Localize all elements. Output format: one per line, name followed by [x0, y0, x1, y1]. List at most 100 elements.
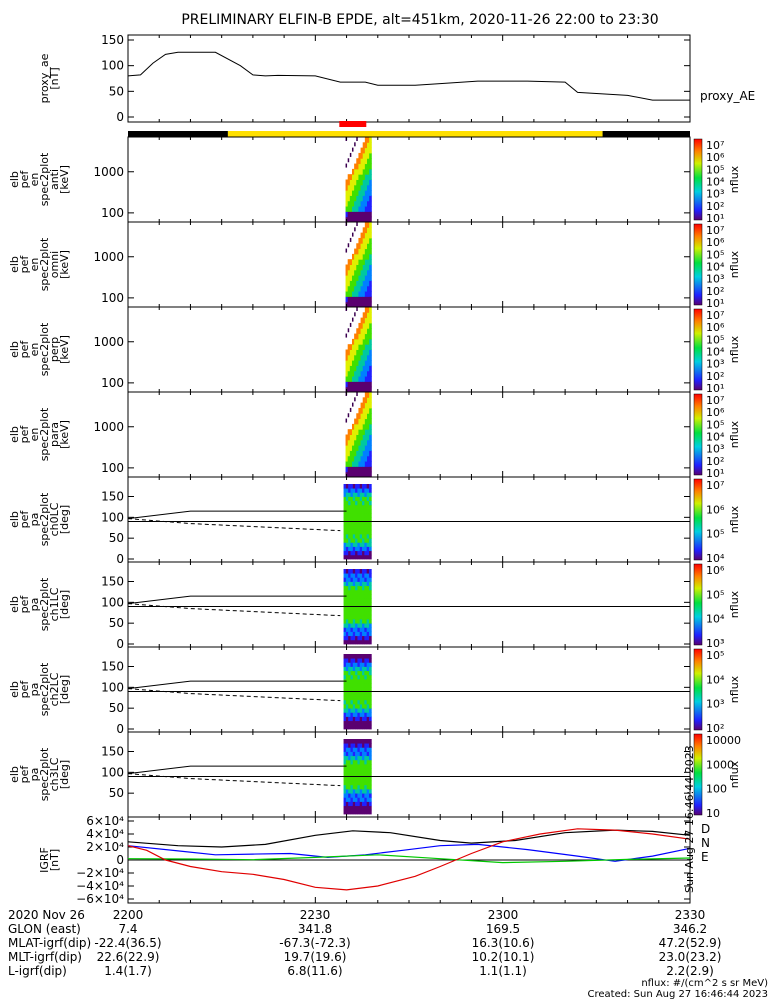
- spectrogram-cell: [355, 577, 358, 582]
- spectrogram-cell: [369, 349, 372, 356]
- spectrogram-cell: [348, 550, 351, 556]
- spectrogram-cell: [348, 635, 351, 641]
- spectrogram-cell: [362, 679, 365, 684]
- spectrogram-cell: [359, 691, 363, 697]
- spectrogram-cell: [362, 158, 366, 165]
- spectrogram-cell: [362, 317, 366, 324]
- igrf-series-line: [127, 854, 691, 864]
- spectrogram-cell: [364, 724, 368, 730]
- spectrogram-cell: [369, 211, 372, 218]
- spectrogram-cell: [369, 392, 372, 398]
- spectrogram-cell: [366, 521, 370, 527]
- spectrogram-cell: [369, 184, 372, 191]
- spectrogram-cell: [364, 759, 368, 765]
- spectrogram-cell: [348, 538, 351, 543]
- spectrogram-cell: [360, 147, 364, 154]
- spectrogram-cell: [345, 291, 349, 297]
- col2-l: 1.1(1.1): [479, 964, 527, 978]
- spectrogram-cell: [351, 269, 355, 276]
- spectrogram-cell: [352, 797, 356, 802]
- spectrogram-cell: [355, 801, 358, 807]
- spectrogram-cell: [343, 513, 347, 518]
- spectrogram-cell: [351, 370, 355, 377]
- pitch-angle-colorbar-bar: [693, 733, 703, 816]
- energy-colorbar-tick: 10¹: [706, 382, 724, 395]
- spectrogram-cell: [366, 569, 370, 574]
- spectrogram-cell: [350, 484, 354, 489]
- y-axis-label-line: pa: [28, 768, 41, 782]
- spectrogram-cell: [355, 662, 358, 667]
- spectrogram-cell: [366, 594, 370, 599]
- spectrogram-cell: [366, 529, 370, 535]
- spectrogram-cell: [364, 381, 368, 388]
- spectrogram-cell: [369, 301, 372, 308]
- spectrogram-cell: [364, 772, 368, 777]
- spectrogram-cell: [359, 610, 363, 616]
- spectrogram-cell: [355, 521, 358, 527]
- spectrogram-cell: [350, 793, 354, 798]
- spectrogram-cell: [358, 253, 362, 260]
- spectrogram-cell: [369, 418, 372, 425]
- spectrogram-cell: [364, 190, 368, 196]
- spectrogram-cell: [357, 662, 361, 667]
- spectrogram-cell: [349, 445, 353, 451]
- spectrogram-cell: [357, 720, 361, 726]
- spectrogram-cell: [357, 581, 361, 587]
- pitch-angle-colorbar-tick: 10000: [706, 734, 741, 747]
- spectrogram-cell: [351, 349, 355, 356]
- spectrogram-cell: [362, 152, 366, 159]
- spectrogram-cell: [362, 243, 366, 250]
- spectrogram-cell: [360, 455, 364, 462]
- spectrogram-cell: [364, 461, 368, 467]
- spectrogram-cell: [359, 789, 363, 794]
- spectrogram-cell: [351, 179, 355, 186]
- spectrogram-cell: [358, 216, 362, 223]
- spectrogram-cell: [369, 275, 372, 281]
- spectrogram-cell: [350, 496, 354, 502]
- col2-glon: 169.5: [486, 922, 520, 936]
- spectrogram-cell: [355, 683, 358, 688]
- spectrogram-cell: [364, 720, 368, 726]
- spectrogram-cell: [350, 550, 354, 556]
- spectrogram-cell: [348, 797, 351, 802]
- spectrogram-cell: [364, 349, 368, 356]
- spectrogram-cell: [364, 670, 368, 676]
- spectrogram-cell: [362, 809, 365, 815]
- y-axis-label-line: para: [48, 422, 61, 447]
- spectrogram-cell: [355, 666, 358, 672]
- spectrogram-cell: [348, 755, 351, 761]
- spectrogram-cell: [368, 739, 372, 744]
- spectrogram-cell: [357, 805, 361, 811]
- pitch-angle-colorbar-tick: 10⁵: [706, 528, 724, 541]
- spectrogram-cell: [348, 772, 351, 777]
- energy-colorbar-label: nflux: [728, 420, 741, 448]
- spectrogram-speckle: [351, 402, 354, 407]
- spectrogram-cell: [360, 259, 364, 265]
- spectrogram-cell: [364, 793, 368, 798]
- spectrogram-cell: [367, 413, 370, 420]
- spectrogram-cell: [351, 450, 355, 457]
- spectrogram-cell: [367, 349, 370, 356]
- y-axis-label-line: elb: [8, 341, 21, 358]
- spectrogram-cell: [358, 338, 362, 345]
- spectrogram-cell: [368, 513, 372, 518]
- spectrogram-cell: [367, 365, 370, 372]
- spectrogram-cell: [345, 542, 349, 547]
- spectrogram-cell: [354, 200, 357, 207]
- spectrogram-cell: [357, 635, 361, 641]
- spectrogram-cell: [362, 328, 366, 335]
- spectrogram-cell: [343, 627, 347, 632]
- spectrogram-cell: [347, 376, 351, 382]
- spectrogram-cell: [364, 328, 368, 335]
- spectrogram-cell: [364, 168, 368, 175]
- spectrogram-cell: [368, 699, 372, 705]
- spectrogram-cell: [350, 589, 354, 595]
- spectrogram-cell: [362, 546, 365, 552]
- spectrogram-cell: [348, 496, 351, 502]
- spectrogram-cell: [364, 174, 368, 180]
- spectrogram-cell: [348, 492, 351, 497]
- y-axis-label-line: elb: [8, 596, 21, 613]
- col3-mlat: 47.2(52.9): [659, 936, 722, 950]
- spectrogram-cell: [354, 370, 357, 377]
- spectrogram-cell: [367, 158, 370, 165]
